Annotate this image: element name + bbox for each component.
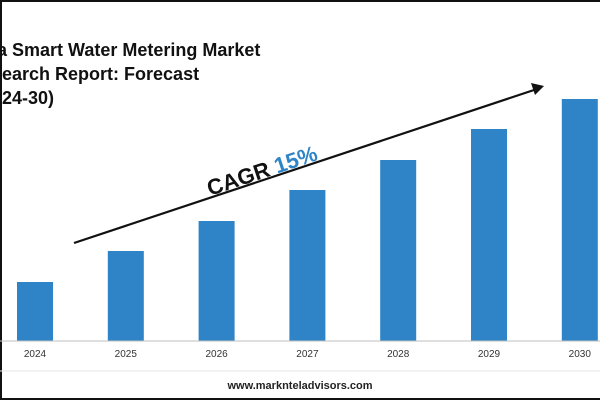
x-tick-2024: 2024 bbox=[24, 349, 47, 360]
x-axis-ticks: 2024 2025 2026 2027 2028 2029 2030 bbox=[24, 349, 591, 360]
cagr-arrowhead-icon bbox=[531, 83, 544, 95]
bar-series bbox=[17, 99, 598, 341]
bar-2030 bbox=[561, 99, 598, 341]
cagr-arrow-line bbox=[73, 88, 535, 245]
x-tick-2030: 2030 bbox=[569, 349, 592, 360]
bar-2028 bbox=[380, 160, 417, 341]
bar-2027 bbox=[289, 190, 326, 341]
x-tick-2027: 2027 bbox=[296, 349, 319, 360]
bar-2026 bbox=[198, 221, 235, 341]
x-tick-2025: 2025 bbox=[115, 349, 138, 360]
title-line-2: search Report: Forecast bbox=[0, 64, 199, 84]
x-tick-2029: 2029 bbox=[478, 349, 501, 360]
chart-title: ia Smart Water Metering Market search Re… bbox=[0, 40, 260, 108]
title-line-1: ia Smart Water Metering Market bbox=[0, 40, 260, 60]
bar-2025 bbox=[107, 251, 144, 341]
x-tick-2028: 2028 bbox=[387, 349, 410, 360]
bar-2024 bbox=[17, 282, 53, 341]
bar-2029 bbox=[471, 129, 507, 341]
footer-website: www.marknteladvisors.com bbox=[227, 380, 373, 392]
x-tick-2026: 2026 bbox=[205, 349, 228, 360]
cagr-value: 15% bbox=[271, 141, 321, 179]
cagr-label: CAGR bbox=[204, 157, 273, 201]
title-line-3: 024-30) bbox=[0, 88, 54, 108]
